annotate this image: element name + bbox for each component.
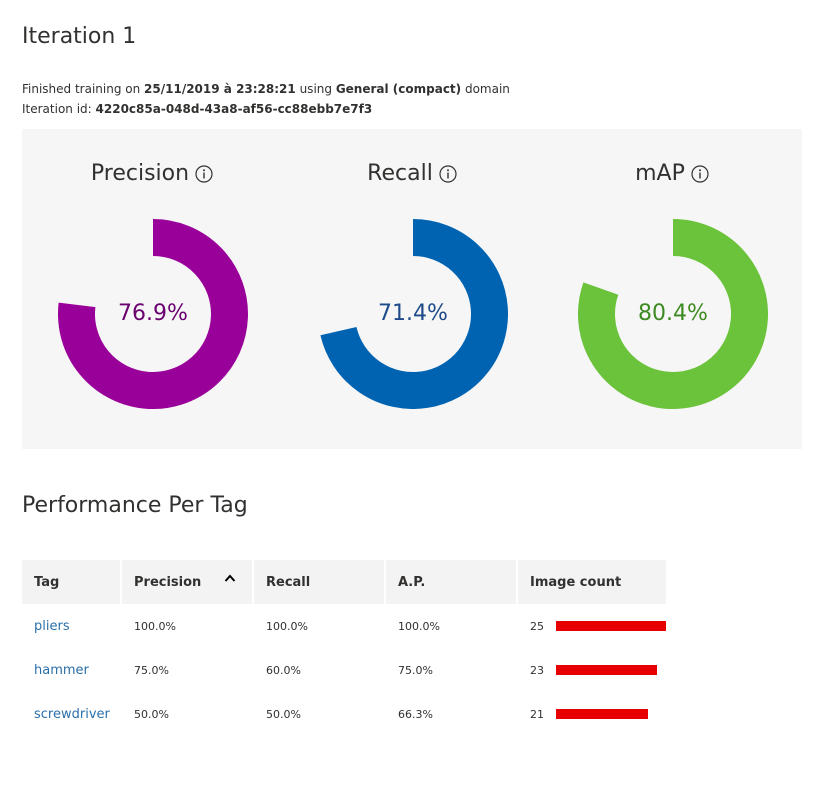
map-donut-chart <box>578 219 768 409</box>
table-row: hammer 75.0% 60.0% 75.0% 23 <box>22 648 666 692</box>
image-count-bar <box>556 665 658 676</box>
performance-per-tag-title: Performance Per Tag <box>22 493 248 518</box>
column-header-recall[interactable]: Recall <box>254 560 386 604</box>
image-count-bar <box>556 621 666 632</box>
precision-cell: 50.0% <box>134 707 169 721</box>
recall-cell: 60.0% <box>266 663 301 677</box>
image-count-value: 23 <box>530 663 544 677</box>
training-info-suffix: domain <box>461 82 510 96</box>
image-count-value: 25 <box>530 619 544 633</box>
column-header-ap[interactable]: A.P. <box>386 560 518 604</box>
iteration-id: 4220c85a-048d-43a8-af56-cc88ebb7e7f3 <box>95 102 373 116</box>
training-date: 25/11/2019 à 23:28:21 <box>144 82 296 96</box>
table-row: pliers 100.0% 100.0% 100.0% 25 <box>22 604 666 648</box>
page-title: Iteration 1 <box>22 24 137 49</box>
precision-arc <box>58 219 248 409</box>
info-icon[interactable] <box>195 165 213 183</box>
iteration-id-line: Iteration id: 4220c85a-048d-43a8-af56-cc… <box>22 102 372 116</box>
precision-donut-chart <box>58 219 248 409</box>
image-count-value: 21 <box>530 707 544 721</box>
info-icon[interactable] <box>439 165 457 183</box>
precision-value: 76.9% <box>118 301 188 326</box>
recall-cell: 50.0% <box>266 707 301 721</box>
metric-recall: Recall 71.4% <box>282 129 542 449</box>
metric-label: Precision <box>90 160 190 186</box>
tag-link-pliers[interactable]: pliers <box>34 618 70 634</box>
recall-arc <box>320 219 508 409</box>
info-icon[interactable] <box>691 165 709 183</box>
table-row: screwdriver 50.0% 50.0% 66.3% 21 <box>22 692 666 736</box>
column-header-precision[interactable]: Precision <box>122 560 254 604</box>
recall-cell: 100.0% <box>266 619 308 633</box>
metric-map: mAP 80.4% <box>542 129 802 449</box>
metric-precision: Precision 76.9% <box>22 129 282 449</box>
table-header-row: Tag Precision Recall A.P. Image count <box>22 560 666 604</box>
metric-label: mAP <box>635 160 685 186</box>
training-info: Finished training on 25/11/2019 à 23:28:… <box>22 82 510 96</box>
training-info-prefix: Finished training on <box>22 82 145 96</box>
column-header-tag[interactable]: Tag <box>22 560 122 604</box>
metric-label: Recall <box>367 160 433 186</box>
column-header-image-count[interactable]: Image count <box>518 560 666 604</box>
metrics-panel: Precision 76.9% Recall 71.4% mAP 80.4% <box>22 129 802 449</box>
tag-link-screwdriver[interactable]: screwdriver <box>34 706 110 722</box>
recall-donut-chart <box>320 219 508 409</box>
training-domain: General (compact) <box>335 82 462 96</box>
ap-cell: 100.0% <box>398 619 440 633</box>
map-arc <box>578 219 768 409</box>
precision-cell: 75.0% <box>134 663 169 677</box>
precision-cell: 100.0% <box>134 619 176 633</box>
column-header-precision-label: Precision <box>134 574 202 590</box>
ap-cell: 75.0% <box>398 663 433 677</box>
tag-link-hammer[interactable]: hammer <box>34 662 89 678</box>
image-count-bar <box>556 709 649 720</box>
training-info-middle: using <box>295 82 336 96</box>
map-value: 80.4% <box>638 301 708 326</box>
ap-cell: 66.3% <box>398 707 433 721</box>
iteration-id-label: Iteration id: <box>22 102 96 116</box>
recall-value: 71.4% <box>378 301 448 326</box>
performance-table: Tag Precision Recall A.P. Image count pl… <box>22 560 666 736</box>
chevron-up-icon[interactable] <box>224 573 236 583</box>
